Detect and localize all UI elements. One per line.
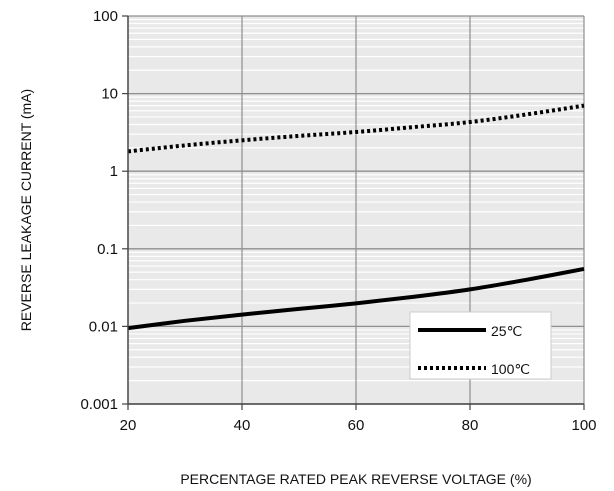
series-line-100c <box>127 103 585 154</box>
series-line-25c <box>127 266 585 331</box>
y-tick-label: 10 <box>101 86 118 103</box>
legend-label-25c: 25℃ <box>491 323 522 339</box>
data-series <box>127 103 585 331</box>
x-tick-label: 100 <box>571 417 596 434</box>
legend-label-100c: 100℃ <box>491 361 530 377</box>
y-tick-label: 0.01 <box>89 318 118 335</box>
x-tick-label: 20 <box>120 417 137 434</box>
y-tick-label: 1 <box>110 163 118 180</box>
x-tick-label: 80 <box>462 417 479 434</box>
y-tick-label: 100 <box>93 8 118 25</box>
x-tick-label: 60 <box>348 417 365 434</box>
grid-lines <box>127 15 585 405</box>
y-tick-label: 0.1 <box>97 241 118 258</box>
legend: 25℃ 100℃ <box>409 311 552 380</box>
axes: 0.001 0.01 0.1 1 10 100 20 40 60 80 100 <box>80 8 596 434</box>
y-axis-title: REVERSE LEAKAGE CURRENT (mA) <box>18 89 34 331</box>
y-tick-label: 0.001 <box>80 396 118 413</box>
x-tick-label: 40 <box>234 417 251 434</box>
x-axis-title: PERCENTAGE RATED PEAK REVERSE VOLTAGE (%… <box>180 471 531 487</box>
